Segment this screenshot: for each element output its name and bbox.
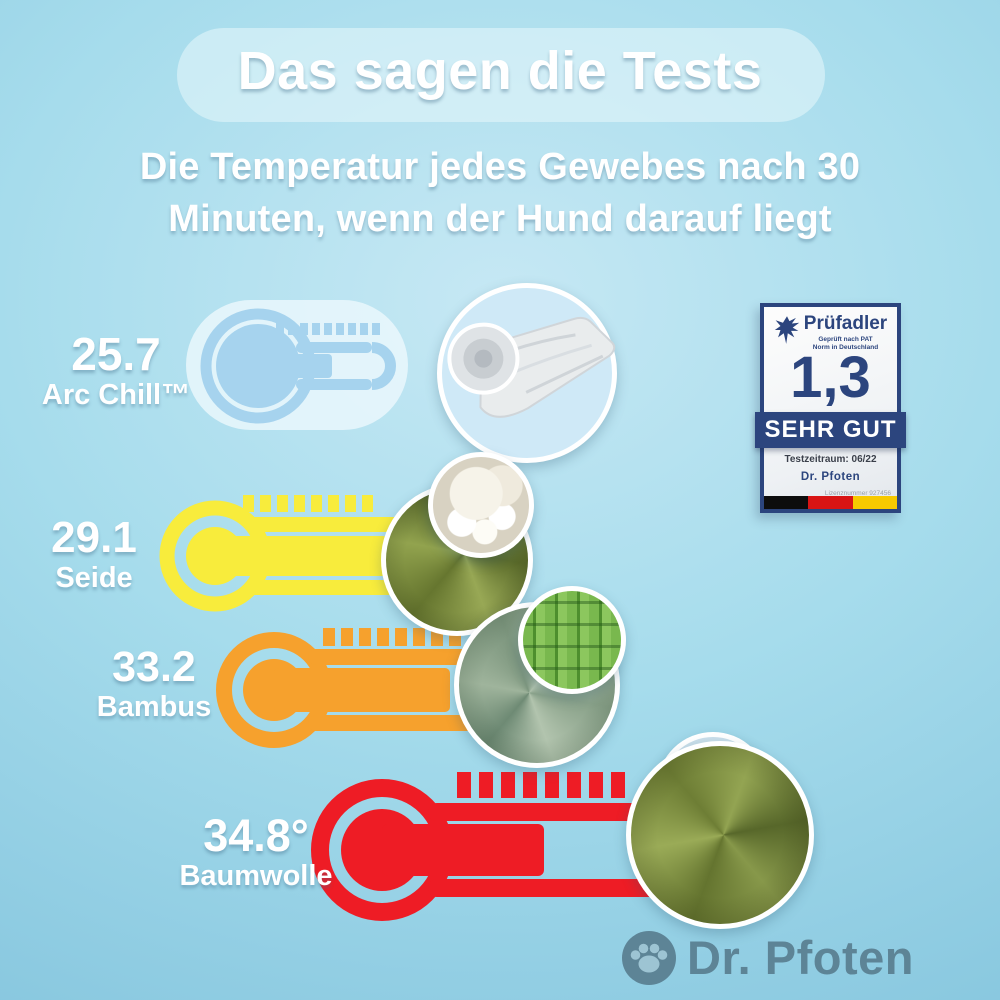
badge-rating-ribbon: SEHR GUT — [755, 412, 906, 448]
eagle-icon — [774, 316, 799, 344]
badge-score: 1,3 — [790, 345, 871, 410]
badge-header: Prüfadler Geprüft nach PAT Norm in Deuts… — [768, 314, 893, 352]
cotton-fabric-photo — [626, 741, 814, 929]
badge-test-period: Testzeitraum: 06/22 — [784, 454, 877, 465]
german-flag-bar — [764, 496, 897, 509]
subtitle-line-1: Die Temperatur jedes Gewebes nach 30 — [139, 146, 861, 188]
badge-brand: Prüfadler — [803, 313, 888, 334]
cooling-mat-photo — [437, 283, 617, 463]
page-title: Das sagen die Tests — [237, 41, 763, 101]
badge-tested-product: Dr. Pfoten — [800, 471, 861, 483]
scale-dashes — [457, 772, 625, 798]
temperature-value: 34.8° — [203, 810, 309, 861]
scale-dashes — [276, 323, 380, 335]
brand-name: Dr. Pfoten — [687, 931, 914, 984]
row-arc-chill-label: 25.7 Arc Chill™ — [18, 330, 214, 413]
row-seide-label: 29.1 Seide — [14, 513, 174, 596]
silk-cocoons-photo — [428, 452, 534, 558]
badge-subline-1: Geprüft nach PAT — [818, 336, 873, 343]
bamboo-stalks-photo — [518, 586, 626, 694]
temperature-value: 25.7 — [71, 328, 161, 380]
rolled-mat-illustration — [447, 316, 616, 418]
brand-watermark: Dr. Pfoten — [622, 930, 914, 985]
badge-rating: SEHR GUT — [764, 416, 897, 443]
fabric-name: Baumwolle — [179, 860, 333, 893]
temperature-value: 33.2 — [112, 643, 196, 691]
fabric-name: Seide — [55, 562, 133, 595]
row-baumwolle-label: 34.8° Baumwolle — [128, 812, 384, 894]
badge-license-number: Lizenznummer 927456 — [824, 490, 891, 497]
row-bambus-label: 33.2 Bambus — [56, 643, 252, 725]
badge-subline-2: Norm in Deutschland — [812, 344, 879, 352]
temperature-value: 29.1 — [51, 513, 137, 562]
title-pill-background — [177, 28, 825, 122]
scale-dashes — [243, 495, 373, 512]
subtitle-line-2: Minuten, wenn der Hund darauf liegt — [168, 198, 832, 240]
fabric-name: Arc Chill™ — [41, 379, 191, 412]
pruefadler-seal: Prüfadler Geprüft nach PAT Norm in Deuts… — [755, 303, 906, 513]
thermometer-icon-arc-chill — [200, 308, 396, 424]
paw-icon — [622, 930, 676, 985]
fabric-name: Bambus — [96, 691, 212, 724]
